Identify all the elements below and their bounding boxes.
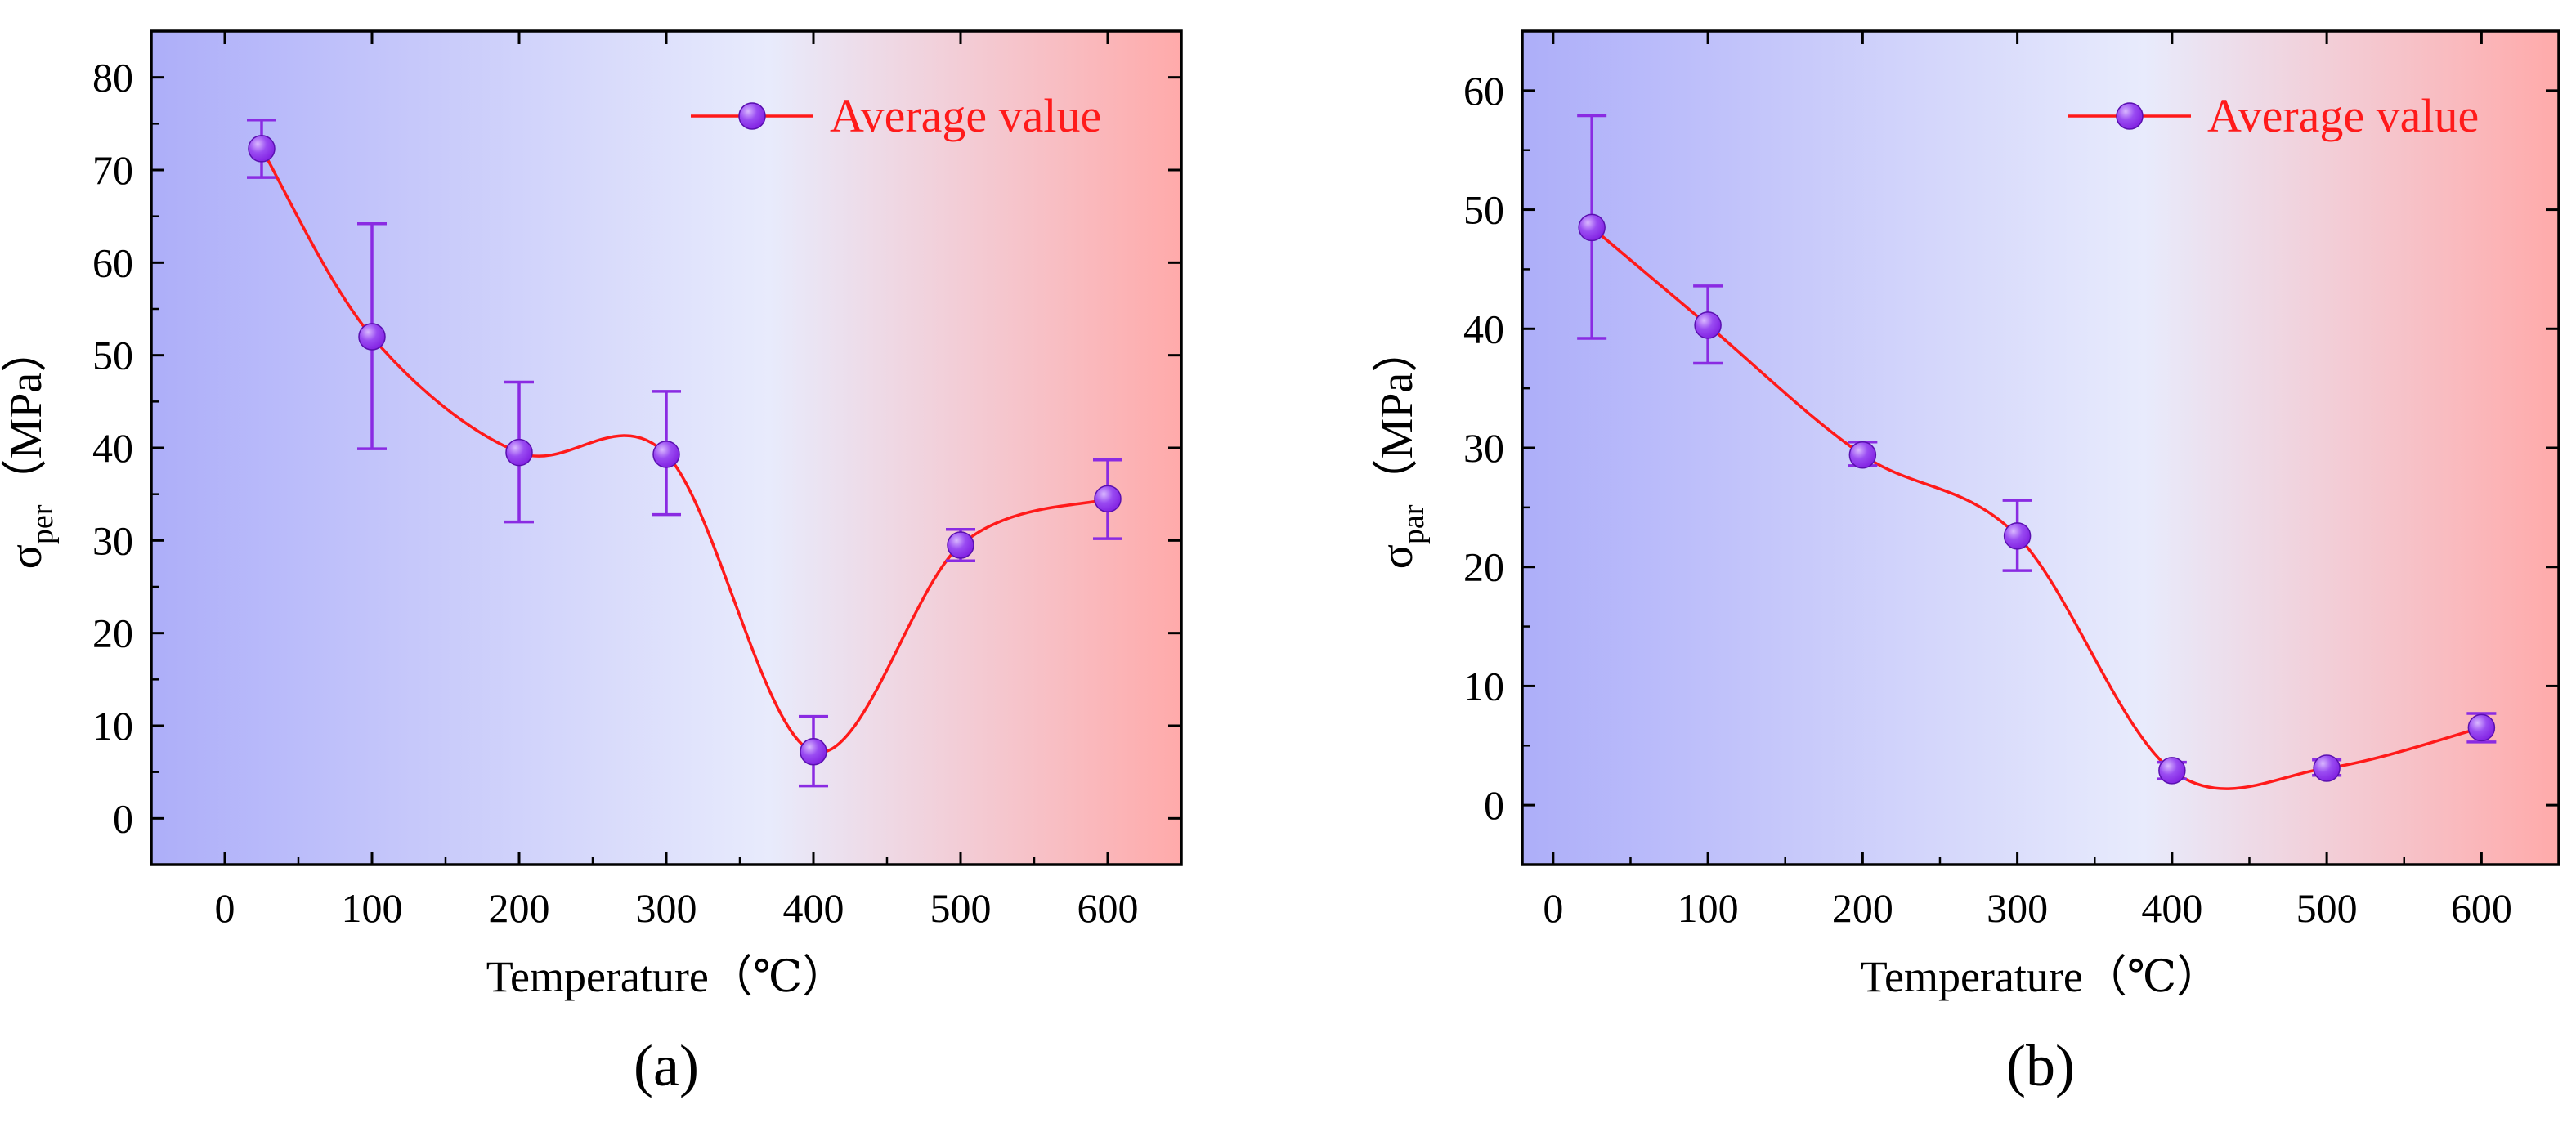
data-point [800,737,827,766]
y-tick-label: 10 [92,703,133,749]
y-tick-label: 20 [92,610,133,656]
y-axis-unit: （MPa） [1,327,52,505]
y-tick-label: 10 [1463,663,1504,709]
data-point [1694,311,1722,339]
legend-label: Average value [830,89,1101,142]
x-tick-label: 400 [2141,885,2202,931]
panel-label: (a) [634,1033,699,1098]
y-axis-symbol: σ [1,544,52,569]
x-tick-label: 600 [2451,885,2512,931]
x-tick-label: 200 [1832,885,1893,931]
data-point [2467,713,2496,742]
y-tick-label: 0 [1484,782,1504,828]
x-tick-label: 500 [930,885,992,931]
data-point [248,135,276,163]
x-tick-label: 400 [783,885,844,931]
y-axis-label: σper（MPa） [1,327,60,570]
x-tick-label: 300 [1987,885,2048,931]
y-axis-symbol: σ [1372,544,1422,569]
data-point [358,323,386,351]
y-tick-label: 40 [1463,306,1504,351]
y-tick-label: 30 [92,517,133,563]
x-tick-label: 200 [489,885,550,931]
y-tick-label: 20 [1463,544,1504,590]
panel-label: (b) [2006,1033,2075,1098]
data-point [947,531,974,559]
y-tick-label: 70 [92,147,133,193]
plot-frame [1521,29,2560,866]
y-tick-label: 50 [92,333,133,378]
x-tick-label: 100 [342,885,403,931]
y-tick-label: 0 [113,795,133,841]
legend-marker [2116,102,2144,130]
x-axis-label: Temperature（℃） [486,952,846,1001]
data-point [505,438,533,467]
data-point [1578,213,1606,242]
x-tick-label: 100 [1678,885,1739,931]
x-axis-label: Temperature（℃） [1861,952,2220,1001]
y-tick-label: 30 [1463,425,1504,471]
legend-marker [738,102,766,130]
x-tick-label: 600 [1077,885,1139,931]
data-point [2158,757,2186,785]
y-tick-label: 60 [1463,68,1504,114]
y-tick-label: 40 [92,425,133,471]
plot-frame [150,29,1183,866]
chart-panel-b: 0 100 200 300 400 500 600 0 10 20 30 40 50 60 Average … [1372,29,2560,1098]
data-point [2003,522,2032,550]
y-axis-unit: （MPa） [1372,327,1422,505]
x-tick-label: 0 [1543,885,1563,931]
y-axis-label: σpar（MPa） [1372,327,1431,570]
x-tick-label: 0 [215,885,235,931]
y-tick-label: 50 [1463,187,1504,233]
y-tick-label: 60 [92,239,133,285]
x-tick-label: 500 [2296,885,2358,931]
data-point [2313,754,2341,782]
data-point [652,441,680,468]
chart-panel-a: 0 100 200 300 400 500 600 0 10 20 30 40 50 60 70 80 Aver… [1,29,1183,1098]
data-point [1094,485,1122,513]
data-point [1848,441,1877,469]
y-axis-subscript: par [1396,504,1431,544]
y-axis-subscript: per [25,504,60,544]
x-tick-label: 300 [636,885,697,931]
y-tick-label: 80 [92,55,133,101]
plot-background [1522,31,2559,865]
legend-label: Average value [2207,89,2479,142]
